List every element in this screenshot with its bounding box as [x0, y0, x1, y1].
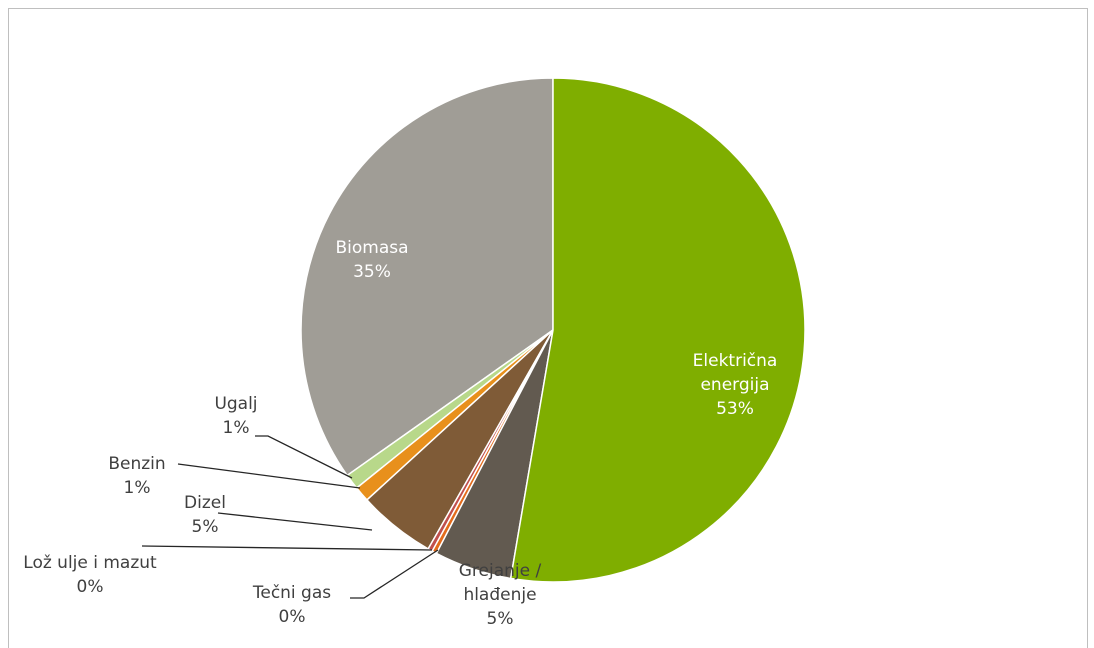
value-label: 5% — [191, 517, 219, 537]
chart-frame — [8, 8, 1088, 648]
pie-slice — [509, 77, 806, 583]
leader-lines — [141, 435, 439, 599]
category-name: Biomasa — [335, 238, 409, 258]
value-label: 1% — [123, 478, 151, 498]
value-label: 0% — [278, 607, 306, 627]
category-name: Dizel — [184, 493, 226, 513]
category-name: Lož ulje i mazut — [23, 553, 157, 573]
data-label: Benzin 1% — [92, 452, 182, 500]
data-label: Dizel 5% — [165, 491, 245, 539]
data-label: Ugalj 1% — [196, 392, 276, 440]
category-name: Benzin — [108, 454, 166, 474]
pie-slice — [300, 77, 554, 477]
category-name: Tečni gas — [252, 583, 332, 603]
data-label: Tečni gas 0% — [232, 581, 352, 629]
data-label: Lož ulje i mazut 0% — [20, 551, 160, 599]
value-label: 53% — [716, 399, 754, 419]
value-label: 1% — [222, 418, 250, 438]
value-label: 5% — [486, 609, 514, 629]
category-name: Ugalj — [214, 394, 258, 414]
data-label: Biomasa 35% — [312, 236, 432, 284]
category-name: Grejanje / hlađenje — [458, 561, 542, 605]
value-label: 0% — [76, 577, 104, 597]
value-label: 35% — [353, 262, 391, 282]
data-label: Grejanje / hlađenje 5% — [430, 559, 570, 631]
data-label: Električna energija 53% — [660, 349, 810, 421]
category-name: Električna energija — [692, 351, 778, 395]
